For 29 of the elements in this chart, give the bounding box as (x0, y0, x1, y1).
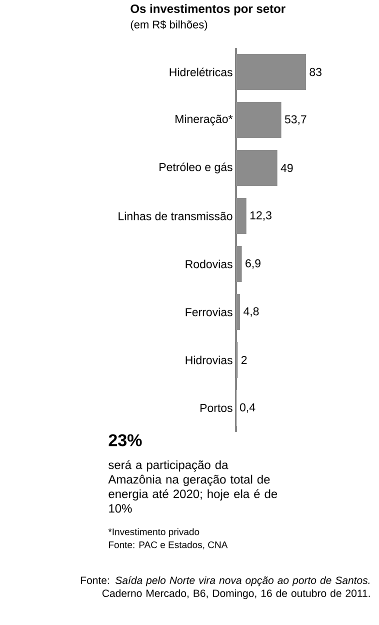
source-note: Fonte: Saída pelo Norte vira nova opção ao porto de Santos. Caderno Mercado, B6, Domingo, 16 de outubro de 2011. (80, 576, 370, 600)
source-note: Fonte: PAC e Estados, CNA (108, 541, 228, 550)
y-tick-label: Petróleo e gás (160, 162, 232, 174)
bar (236, 294, 240, 330)
data-label: 2 (241, 356, 247, 364)
y-tick-label: Hidrovias (186, 356, 232, 364)
bar (236, 102, 282, 138)
text: 23% (108, 434, 142, 446)
data-label: 53,7 (284, 115, 306, 125)
y-tick-label: Mineração* (176, 114, 233, 126)
data-label: 83 (310, 68, 322, 76)
data-label: 12,3 (250, 211, 272, 221)
text: será a participação da Amazônia na geração total de energia até 2020; hoje ela é de 10% (108, 460, 278, 513)
data-label: 4,8 (244, 307, 259, 317)
data-label: 6,9 (246, 259, 260, 269)
chart-title: Os investimentos por setor (130, 4, 286, 16)
y-tick-label: Portos (200, 404, 232, 412)
y-tick-label: Hidrelétricas (170, 68, 232, 76)
data-label: 49 (280, 164, 293, 172)
y-tick-label: Linhas de transmissão (118, 212, 232, 220)
text: *Investimento privado (108, 528, 200, 538)
bar (236, 246, 242, 282)
y-tick-label: Ferrovias (186, 308, 232, 316)
chart-subtitle: (em R$ bilhões) (130, 20, 208, 31)
y-tick-label: Rodovias (186, 260, 232, 268)
bar (236, 54, 306, 90)
bar (236, 150, 278, 186)
data-label: 0,4 (240, 403, 256, 413)
bar (236, 198, 246, 234)
